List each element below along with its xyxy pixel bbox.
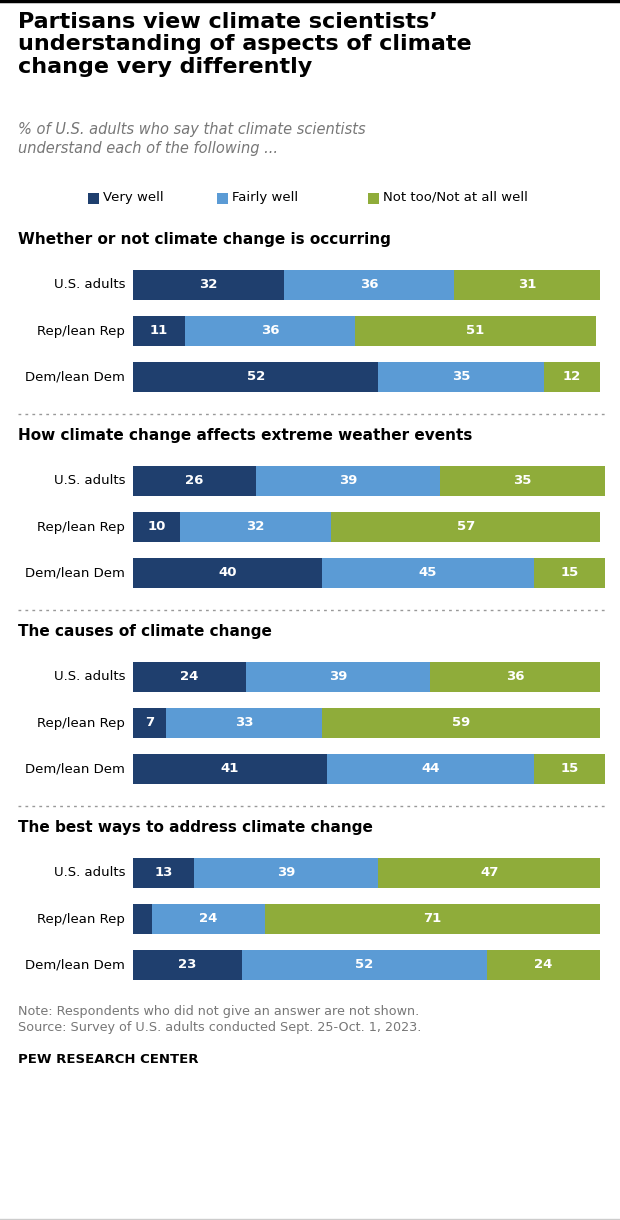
Bar <box>368 193 379 204</box>
Text: 32: 32 <box>200 278 218 292</box>
Bar <box>133 754 327 784</box>
Text: 39: 39 <box>329 671 347 683</box>
Text: 24: 24 <box>534 959 553 971</box>
Text: 10: 10 <box>148 521 166 533</box>
Text: 36: 36 <box>506 671 525 683</box>
Bar <box>133 558 322 588</box>
Text: The causes of climate change: The causes of climate change <box>18 623 272 639</box>
Text: 26: 26 <box>185 475 203 488</box>
Text: PEW RESEARCH CENTER: PEW RESEARCH CENTER <box>18 1053 198 1066</box>
Text: 13: 13 <box>154 866 173 880</box>
Bar <box>378 362 544 392</box>
Text: 36: 36 <box>260 325 279 338</box>
Text: 33: 33 <box>234 716 253 730</box>
Text: % of U.S. adults who say that climate scientists
understand each of the followin: % of U.S. adults who say that climate sc… <box>18 122 366 156</box>
Text: Fairly well: Fairly well <box>232 192 298 204</box>
Bar <box>242 950 487 980</box>
Bar <box>133 270 284 300</box>
Text: U.S. adults: U.S. adults <box>53 475 125 488</box>
Bar <box>534 754 605 784</box>
Bar <box>440 466 605 497</box>
Text: 24: 24 <box>180 671 199 683</box>
Text: 57: 57 <box>457 521 475 533</box>
Bar <box>322 708 600 738</box>
Bar <box>284 270 454 300</box>
Bar <box>133 316 185 346</box>
Text: 39: 39 <box>277 866 296 880</box>
Text: 40: 40 <box>218 566 237 580</box>
Text: 7: 7 <box>145 716 154 730</box>
Bar <box>544 362 600 392</box>
Text: Whether or not climate change is occurring: Whether or not climate change is occurri… <box>18 232 391 246</box>
Bar <box>327 754 534 784</box>
Text: Dem/lean Dem: Dem/lean Dem <box>25 959 125 971</box>
Text: U.S. adults: U.S. adults <box>53 278 125 292</box>
Bar <box>185 316 355 346</box>
Bar <box>133 362 378 392</box>
Bar <box>133 858 194 888</box>
Text: How climate change affects extreme weather events: How climate change affects extreme weath… <box>18 428 472 443</box>
Text: 45: 45 <box>419 566 437 580</box>
Text: 39: 39 <box>339 475 357 488</box>
Bar <box>378 858 600 888</box>
Text: U.S. adults: U.S. adults <box>53 866 125 880</box>
Bar <box>534 558 605 588</box>
Bar <box>133 708 166 738</box>
Bar <box>331 512 600 542</box>
Bar <box>355 316 596 346</box>
Text: Rep/lean Rep: Rep/lean Rep <box>37 913 125 926</box>
Bar <box>133 466 255 497</box>
Text: 35: 35 <box>513 475 531 488</box>
Bar <box>152 904 265 935</box>
Text: 59: 59 <box>452 716 470 730</box>
Text: 15: 15 <box>560 762 578 776</box>
Text: Rep/lean Rep: Rep/lean Rep <box>37 521 125 533</box>
Text: 71: 71 <box>423 913 442 926</box>
Text: 52: 52 <box>247 371 265 383</box>
Text: Partisans view climate scientists’
understanding of aspects of climate
change ve: Partisans view climate scientists’ under… <box>18 12 472 77</box>
Text: 41: 41 <box>221 762 239 776</box>
Text: Rep/lean Rep: Rep/lean Rep <box>37 716 125 730</box>
Text: Source: Survey of U.S. adults conducted Sept. 25-Oct. 1, 2023.: Source: Survey of U.S. adults conducted … <box>18 1021 422 1035</box>
Bar <box>194 858 378 888</box>
Bar <box>246 662 430 692</box>
Text: 47: 47 <box>480 866 498 880</box>
Bar <box>180 512 331 542</box>
Text: 11: 11 <box>150 325 168 338</box>
Bar <box>166 708 322 738</box>
Bar <box>322 558 534 588</box>
Text: Not too/Not at all well: Not too/Not at all well <box>383 192 528 204</box>
Bar <box>133 950 242 980</box>
Bar <box>88 193 99 204</box>
Text: U.S. adults: U.S. adults <box>53 671 125 683</box>
Text: 12: 12 <box>563 371 581 383</box>
Text: 23: 23 <box>178 959 197 971</box>
Bar <box>133 512 180 542</box>
Text: Very well: Very well <box>103 192 164 204</box>
Text: The best ways to address climate change: The best ways to address climate change <box>18 820 373 834</box>
Bar <box>487 950 600 980</box>
Text: Dem/lean Dem: Dem/lean Dem <box>25 371 125 383</box>
Bar <box>454 270 600 300</box>
Text: 15: 15 <box>560 566 578 580</box>
Text: 52: 52 <box>355 959 373 971</box>
Text: Rep/lean Rep: Rep/lean Rep <box>37 325 125 338</box>
Bar <box>217 193 228 204</box>
Text: 32: 32 <box>247 521 265 533</box>
Text: 36: 36 <box>360 278 378 292</box>
Text: 35: 35 <box>452 371 470 383</box>
Bar <box>133 662 246 692</box>
Text: Note: Respondents who did not give an answer are not shown.: Note: Respondents who did not give an an… <box>18 1005 419 1017</box>
Text: 51: 51 <box>466 325 484 338</box>
Text: 24: 24 <box>200 913 218 926</box>
Text: 31: 31 <box>518 278 536 292</box>
Text: Dem/lean Dem: Dem/lean Dem <box>25 566 125 580</box>
Bar <box>265 904 600 935</box>
Bar <box>430 662 600 692</box>
Text: 44: 44 <box>421 762 440 776</box>
Bar <box>255 466 440 497</box>
Text: Dem/lean Dem: Dem/lean Dem <box>25 762 125 776</box>
Bar <box>133 904 152 935</box>
